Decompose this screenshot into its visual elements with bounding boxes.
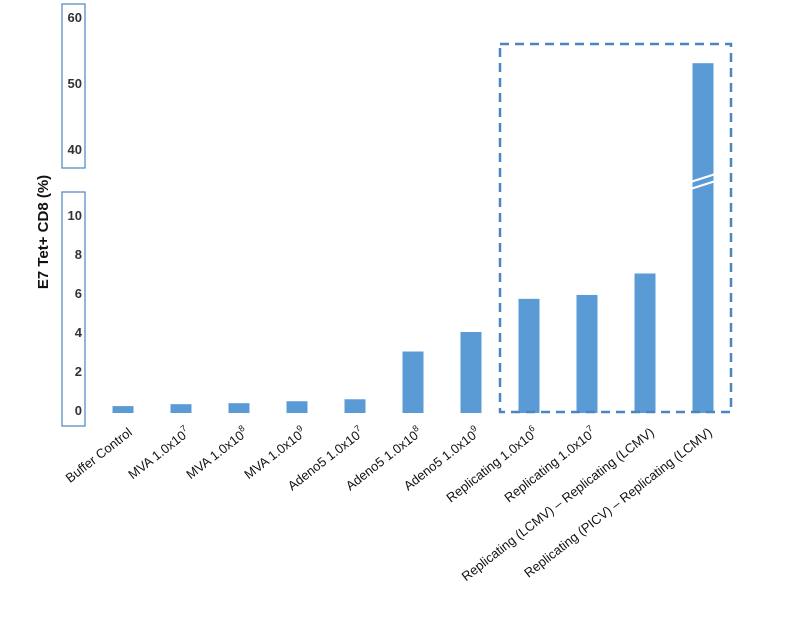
bar bbox=[634, 273, 656, 413]
category-label: MVA 1.0x108 bbox=[182, 423, 251, 482]
bar bbox=[692, 63, 714, 413]
bars bbox=[112, 42, 733, 414]
category-exponent: 8 bbox=[236, 423, 246, 434]
category-label: MVA 1.0x107 bbox=[124, 423, 193, 482]
bar bbox=[170, 404, 192, 413]
y-tick-label: 6 bbox=[75, 286, 82, 301]
bar bbox=[112, 406, 134, 413]
axis-break-mark bbox=[690, 172, 716, 184]
y-axis-label: E7 Tet+ CD8 (%) bbox=[35, 175, 52, 289]
y-axis-lower-frame bbox=[61, 191, 86, 427]
bar bbox=[228, 403, 250, 413]
category-exponent: 6 bbox=[526, 423, 536, 434]
axis-break-mark bbox=[690, 179, 716, 191]
y-axis: 0 2 4 6 8 10 40 50 60 bbox=[61, 3, 86, 427]
bar bbox=[402, 351, 424, 413]
category-exponent: 7 bbox=[178, 423, 188, 434]
category-exponent: 8 bbox=[410, 423, 420, 434]
category-exponent: 7 bbox=[584, 423, 594, 434]
bar bbox=[286, 401, 308, 413]
category-exponent: 7 bbox=[352, 423, 362, 434]
bar bbox=[576, 294, 598, 413]
bar bbox=[460, 332, 482, 413]
category-text: Buffer Control bbox=[63, 424, 135, 485]
y-tick-label: 4 bbox=[75, 325, 83, 340]
bar bbox=[344, 399, 366, 413]
y-tick-label: 10 bbox=[68, 208, 82, 223]
y-tick-label: 60 bbox=[68, 10, 82, 25]
y-tick-label: 8 bbox=[75, 247, 82, 262]
y-tick-label: 0 bbox=[75, 403, 82, 418]
y-tick-label: 40 bbox=[68, 142, 82, 157]
y-axis-upper-frame bbox=[61, 3, 86, 169]
category-label: Buffer Control bbox=[63, 424, 135, 485]
bar bbox=[518, 298, 540, 413]
category-text: MVA 1.0x10 bbox=[125, 428, 189, 482]
category-exponent: 9 bbox=[294, 423, 304, 434]
y-tick-label: 2 bbox=[75, 364, 82, 379]
y-tick-label: 50 bbox=[68, 76, 82, 91]
category-exponent: 9 bbox=[468, 423, 478, 434]
category-text: MVA 1.0x10 bbox=[183, 428, 247, 482]
highlight-box bbox=[498, 42, 733, 414]
